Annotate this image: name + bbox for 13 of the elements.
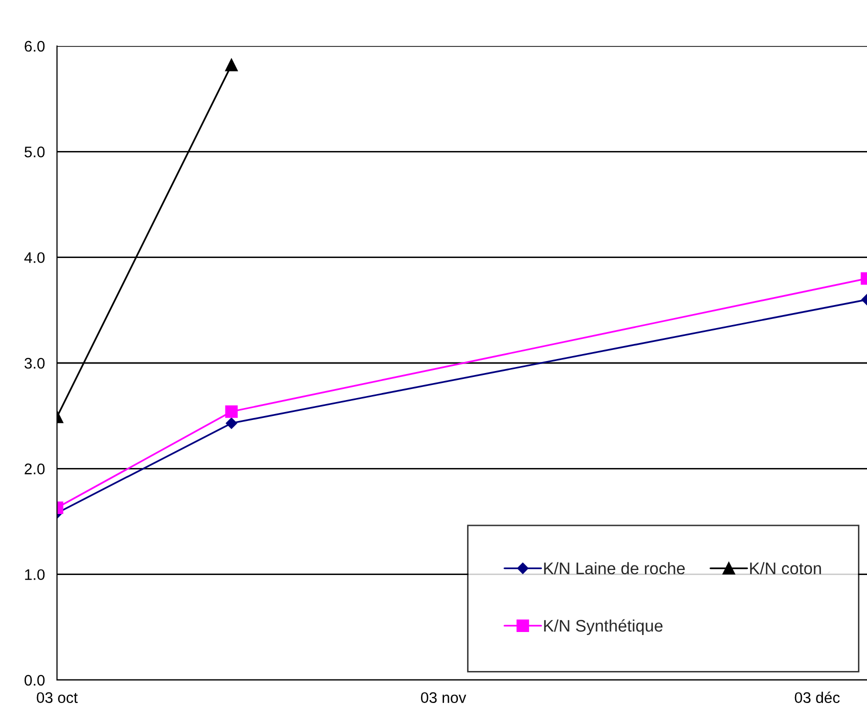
x-tick-label: 03 déc bbox=[794, 692, 840, 704]
legend-label: K/N Synthétique bbox=[544, 619, 663, 635]
y-tick-label: 6.0 bbox=[24, 40, 45, 52]
y-tick-label: 1.0 bbox=[25, 569, 45, 580]
y-tick-label: 3.0 bbox=[24, 358, 45, 369]
x-tick-label: 03 nov bbox=[420, 692, 466, 704]
y-tick-label: 4.0 bbox=[24, 252, 45, 264]
legend-label: K/N Laine de roche bbox=[544, 562, 685, 574]
y-tick-label: 5.0 bbox=[24, 146, 45, 158]
legend-label: K/N coton bbox=[750, 562, 821, 574]
x-tick-label: 03 oct bbox=[36, 692, 78, 704]
y-tick-label: 0.0 bbox=[24, 674, 45, 686]
y-tick-label: 2.0 bbox=[24, 464, 45, 474]
